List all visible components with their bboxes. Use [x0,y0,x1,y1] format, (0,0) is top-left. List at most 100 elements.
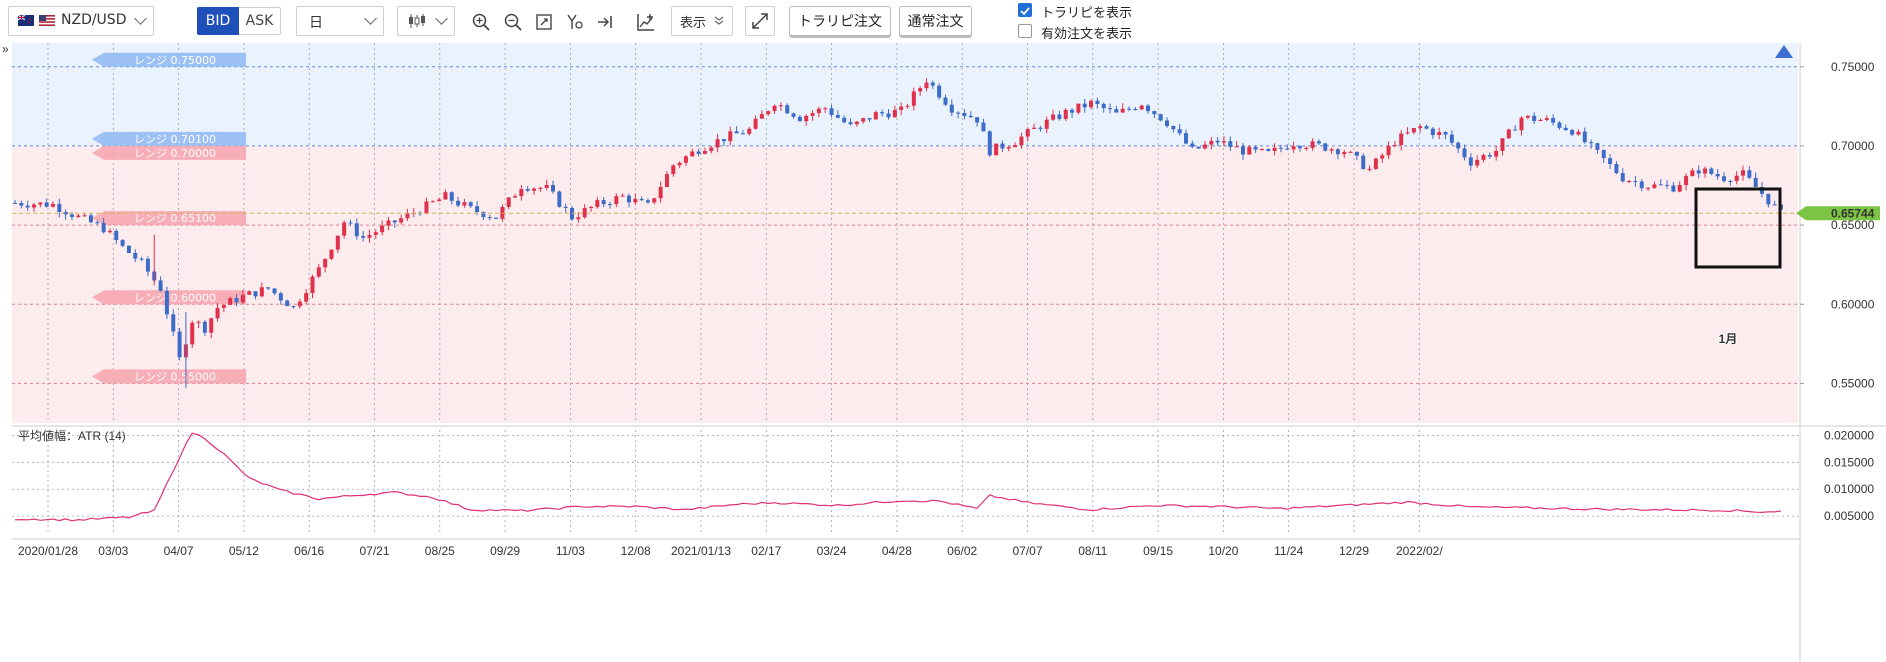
timeframe-select[interactable]: 日 [296,6,384,36]
range-label-tag[interactable] [92,369,246,384]
candle-body [342,222,347,236]
candle-body [975,117,980,123]
candle-body [1316,141,1321,144]
candle-body [633,198,638,203]
zoom-out-button[interactable] [501,10,525,34]
atr-y-tick-label: 0.020000 [1824,428,1874,442]
candle-body [740,133,745,135]
sidebar-toggle-icon[interactable]: » [2,43,9,56]
candle-body [1741,170,1746,176]
x-tick-label: 11/24 [1274,544,1303,558]
candle-body [215,307,220,319]
candle-body [456,200,461,206]
candle-body [171,314,176,332]
candle-body [1753,177,1758,187]
range-label-tag[interactable] [92,131,246,146]
candle-body [1703,168,1708,174]
show-trap-label: トラリピを表示 [1041,6,1133,21]
scroll-up-icon[interactable] [1775,45,1793,58]
candle-body [1544,118,1549,120]
crosshair-button[interactable] [563,10,587,34]
candle-body [1348,151,1353,153]
chart-type-select[interactable] [397,6,455,36]
x-tick-label: 07/21 [359,544,389,558]
candle-body [177,331,182,358]
candle-body [677,162,682,166]
candle-body [1772,204,1777,206]
range-label-text: レンジ 0.65100 [134,212,216,225]
candle-body [816,108,821,114]
candle-body [1665,184,1670,186]
candle-body [1595,143,1600,150]
range-label-text: レンジ 0.70000 [134,147,216,160]
range-label-tag[interactable] [92,52,246,67]
candle-body [1101,104,1106,109]
x-tick-label: 05/12 [229,544,259,558]
candle-body [1608,158,1613,165]
display-select[interactable]: 表示 [671,6,733,36]
candle-body [430,201,435,203]
candle-body [709,147,714,152]
candle-body [937,85,942,98]
jump-end-icon [598,16,612,28]
candle-body [1570,130,1575,135]
x-tick-label: 04/28 [882,544,912,558]
candle-body [38,202,43,205]
y-tick-label: 0.70000 [1831,139,1875,153]
zoom-in-icon [472,13,490,31]
candle-body [272,288,277,294]
range-label-tag[interactable] [92,211,246,226]
candle-body [1658,184,1663,186]
candle-body [607,204,612,206]
candle-body [1652,184,1657,188]
candle-body [386,220,391,226]
jump-end-button[interactable] [593,10,617,34]
candle-body [1671,185,1676,192]
candle-body [956,112,961,114]
candle-body [297,301,302,307]
candle-body [1304,147,1309,149]
candle-body [652,198,657,203]
normal-order-button[interactable]: 通常注文 [899,6,972,36]
candle-body [1266,149,1271,151]
candle-body [1013,145,1018,148]
indicator-button[interactable] [634,10,658,34]
candle-body [797,116,802,122]
range-zone-lower [12,145,1798,423]
candle-body [95,222,100,224]
candle-body [291,306,296,308]
candle-body [1221,141,1226,143]
candle-body [13,202,17,204]
candle-body [785,105,790,114]
range-label-tag[interactable] [92,290,246,305]
candle-body [164,290,169,315]
candle-body [101,222,106,233]
candle-body [702,151,707,154]
candle-body [373,232,378,235]
candle-body [304,293,309,302]
candle-body [1380,155,1385,159]
x-tick-label: 07/07 [1012,544,1042,558]
expand-button[interactable] [745,6,775,36]
zoom-in-button[interactable] [469,10,493,34]
trap-order-button[interactable]: トラリピ注文 [789,6,891,36]
candle-body [1589,142,1594,144]
x-tick-label: 2022/02/ [1396,544,1443,558]
atr-title: 平均値幅：ATR (14) [18,428,126,443]
ask-toggle[interactable]: ASK [239,7,281,35]
fit-button[interactable] [532,10,556,34]
candle-body [962,113,967,116]
range-label-tag[interactable] [92,145,246,160]
show-active-checkbox[interactable] [1018,24,1032,38]
candle-body [1209,140,1214,145]
candle-body [639,198,644,201]
candle-body [1734,175,1739,182]
bid-toggle[interactable]: BID [197,7,239,35]
symbol-select[interactable]: NZD/USD [8,6,154,36]
candle-body [1722,176,1727,182]
candle-body [1576,131,1581,135]
candle-body [1063,109,1068,119]
show-trap-checkbox[interactable] [1018,3,1032,17]
candle-body [1677,185,1682,192]
